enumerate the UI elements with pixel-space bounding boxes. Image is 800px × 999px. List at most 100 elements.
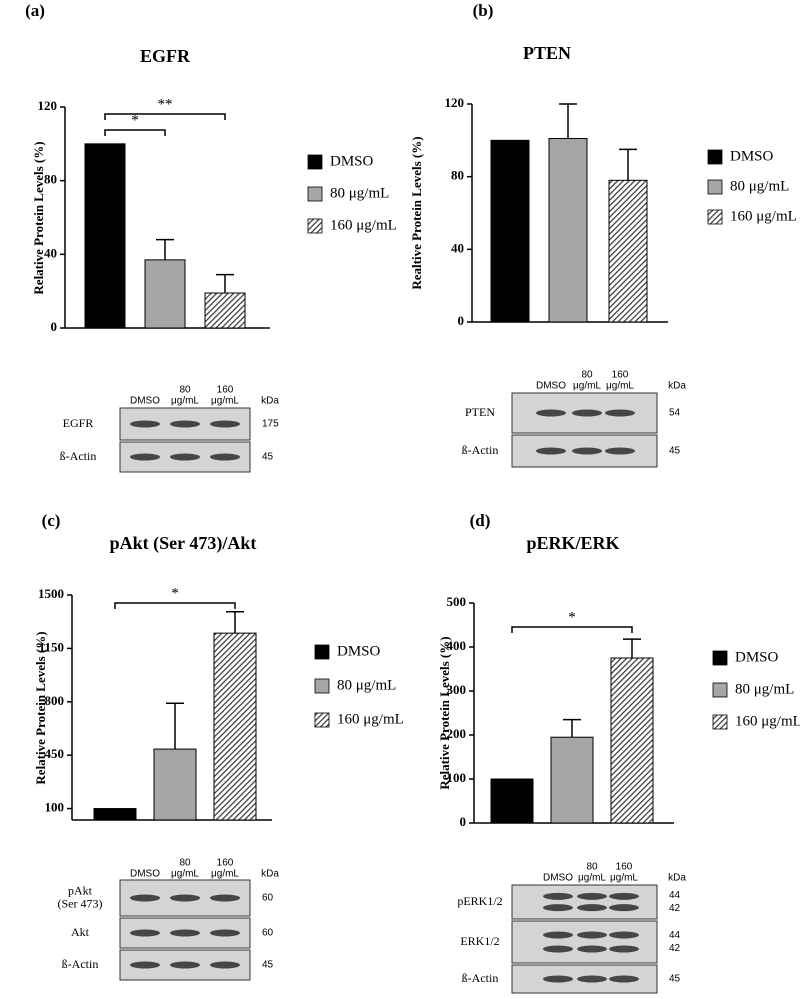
error-bar	[619, 148, 637, 181]
legend-swatch	[314, 712, 330, 728]
bar	[84, 143, 126, 329]
legend-label: 80 μg/mL	[730, 178, 789, 194]
band	[543, 945, 573, 953]
y-tick-label: 400	[447, 638, 467, 653]
row-label: (Ser 473)	[58, 896, 103, 910]
y-axis-label: Relative Protein Levels (%)	[31, 141, 46, 294]
band	[577, 945, 607, 953]
significance-bracket	[104, 113, 226, 120]
legend-swatch	[307, 154, 323, 170]
row-label: EGFR	[63, 416, 94, 430]
y-tick-label: 100	[447, 770, 467, 785]
kda-header: kDa	[261, 396, 279, 407]
panel-label: (a)	[25, 1, 45, 20]
y-tick-label: 40	[44, 245, 57, 260]
kda-header: kDa	[668, 381, 686, 392]
blot-strip	[511, 884, 658, 920]
lane-label: 80	[179, 385, 191, 396]
lane-label: μg/mL	[211, 869, 239, 880]
row-label: ß-Actin	[60, 449, 97, 463]
band	[577, 931, 607, 939]
significance-bracket	[114, 602, 236, 609]
error-bar	[166, 702, 184, 750]
band	[543, 931, 573, 939]
band	[609, 904, 639, 912]
kda-label: 45	[669, 974, 681, 985]
band	[170, 420, 200, 428]
row-label: ß-Actin	[462, 971, 499, 985]
lane-label: μg/mL	[211, 396, 239, 407]
lane-label: DMSO	[543, 873, 573, 884]
band	[130, 929, 160, 937]
y-tick-label: 120	[38, 98, 58, 113]
row-label: Akt	[71, 925, 90, 939]
band	[609, 892, 639, 900]
bar	[550, 736, 594, 824]
legend-swatch	[314, 678, 330, 694]
y-tick-label: 1500	[38, 586, 64, 601]
lane-label: DMSO	[536, 381, 566, 392]
row-label: PTEN	[465, 405, 495, 419]
kda-header: kDa	[261, 869, 279, 880]
band	[543, 892, 573, 900]
row-label: pERK1/2	[457, 894, 502, 908]
legend-swatch	[707, 149, 723, 165]
band	[170, 894, 200, 902]
row-label: ß-Actin	[62, 957, 99, 971]
y-tick-label: 120	[445, 95, 465, 110]
bar	[608, 179, 648, 323]
error-bar	[623, 638, 641, 658]
bar	[204, 292, 246, 329]
lane-label: 80	[179, 858, 191, 869]
legend-label: DMSO	[730, 148, 774, 164]
kda-label: 42	[669, 903, 681, 914]
band	[572, 409, 602, 417]
bar	[144, 259, 186, 329]
y-tick-label: 40	[451, 240, 464, 255]
chart-title: pAkt (Ser 473)/Akt	[110, 533, 257, 554]
band	[130, 961, 160, 969]
significance-bracket	[511, 626, 633, 633]
bar	[548, 138, 588, 323]
legend-label: 80 μg/mL	[735, 681, 794, 697]
panel-label: (c)	[42, 511, 61, 530]
y-axis-label: Relative Protein Levels (%)	[33, 631, 48, 784]
legend-swatch	[307, 218, 323, 234]
band	[609, 975, 639, 983]
panel-label: (b)	[473, 1, 494, 20]
legend-label: 80 μg/mL	[337, 677, 396, 693]
y-tick-label: 800	[45, 693, 65, 708]
y-tick-label: 0	[460, 814, 467, 829]
bar	[610, 657, 654, 824]
lane-label: μg/mL	[171, 396, 199, 407]
legend-swatch	[712, 714, 728, 730]
y-tick-label: 0	[458, 313, 465, 328]
lane-label: μg/mL	[573, 381, 601, 392]
legend-label: 160 μg/mL	[730, 208, 797, 224]
bar	[490, 778, 534, 824]
band	[572, 447, 602, 455]
kda-label: 42	[669, 943, 681, 954]
band	[210, 420, 240, 428]
band	[609, 931, 639, 939]
band	[170, 929, 200, 937]
bar	[490, 139, 530, 323]
band	[210, 961, 240, 969]
error-bar	[216, 273, 234, 294]
row-label: ß-Actin	[462, 443, 499, 457]
band	[605, 409, 635, 417]
blot-strip	[511, 920, 658, 964]
band	[605, 447, 635, 455]
lane-label: 160	[217, 858, 234, 869]
error-bar	[559, 103, 577, 139]
kda-label: 45	[262, 960, 274, 971]
y-tick-label: 100	[45, 800, 65, 815]
lane-label: DMSO	[130, 396, 160, 407]
error-bar	[563, 718, 581, 738]
lane-label: 80	[581, 370, 593, 381]
kda-label: 60	[262, 893, 274, 904]
legend-label: DMSO	[330, 153, 374, 169]
legend-swatch	[314, 644, 330, 660]
kda-header: kDa	[668, 873, 686, 884]
